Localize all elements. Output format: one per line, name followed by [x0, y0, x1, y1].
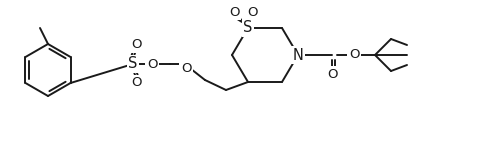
Text: N: N [293, 47, 304, 62]
Text: O: O [131, 38, 141, 52]
Text: O: O [327, 67, 337, 81]
Text: S: S [244, 21, 253, 36]
Text: S: S [128, 57, 138, 71]
Text: O: O [131, 76, 141, 90]
Text: O: O [248, 5, 258, 19]
Text: O: O [147, 57, 157, 71]
Text: O: O [349, 48, 359, 62]
Text: O: O [181, 62, 191, 76]
Text: O: O [229, 5, 239, 19]
